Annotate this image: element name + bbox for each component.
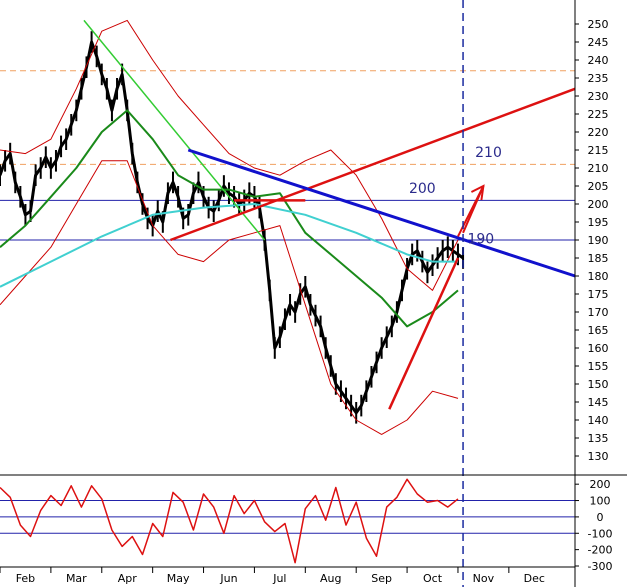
y-tick-label: 205 — [588, 180, 609, 193]
y-tick-label: 190 — [588, 234, 609, 247]
trendline-4 — [388, 257, 460, 410]
y-tick-label: 185 — [588, 252, 609, 265]
y-tick-label: 200 — [588, 198, 609, 211]
y-tick-label: 165 — [588, 324, 609, 337]
series-line-ma-green — [0, 109, 459, 328]
y-tick-label: 195 — [588, 216, 609, 229]
series-line-price — [0, 40, 464, 415]
oscillator-tick-label: 200 — [590, 478, 611, 491]
x-tick-label: Feb — [16, 572, 35, 585]
series-line-bollinger-upper — [0, 19, 459, 291]
y-tick-label: 215 — [588, 144, 609, 157]
y-tick-label: 150 — [588, 378, 609, 391]
trendline-0 — [83, 19, 266, 241]
y-tick-label: 160 — [588, 342, 609, 355]
y-tick-label: 225 — [588, 108, 609, 121]
y-tick-label: 135 — [588, 432, 609, 445]
oscillator-tick-label: 100 — [590, 495, 611, 508]
annotations: 200 210 190 — [409, 145, 502, 247]
y-tick-label: 240 — [588, 54, 609, 67]
x-tick-label: Jun — [219, 572, 237, 585]
x-tick-label: May — [167, 572, 190, 585]
annotation-label: 210 — [475, 145, 502, 161]
projection-arrow-1 — [462, 185, 485, 234]
y-tick-label: 145 — [588, 396, 609, 409]
x-tick-label: Nov — [473, 572, 495, 585]
x-tick-label: Apr — [118, 572, 138, 585]
y-tick-label: 235 — [588, 72, 609, 85]
trendline-2 — [187, 148, 576, 278]
y-tick-label: 245 — [588, 36, 609, 49]
x-tick-label: Mar — [66, 572, 87, 585]
x-tick-label: Dec — [524, 572, 545, 585]
y-tick-label: 130 — [588, 450, 609, 463]
y-tick-label: 175 — [588, 288, 609, 301]
series-line-bollinger-lower — [0, 160, 459, 435]
oscillator-panel — [0, 478, 575, 564]
trendline-1 — [170, 87, 576, 242]
y-tick-label: 230 — [588, 90, 609, 103]
oscillator-line — [0, 478, 459, 564]
y-tick-label: 180 — [588, 270, 609, 283]
x-tick-label: Oct — [423, 572, 443, 585]
x-tick-label: Aug — [320, 572, 341, 585]
oscillator-tick-label: -300 — [588, 560, 613, 573]
projection-arrow-head — [470, 184, 485, 201]
oscillator-tick-label: -200 — [588, 544, 613, 557]
main-panel — [0, 19, 576, 435]
y-tick-label: 155 — [588, 360, 609, 373]
annotation-label: 200 — [409, 181, 436, 197]
y-tick-label: 250 — [588, 18, 609, 31]
x-tick-label: Sep — [371, 572, 392, 585]
oscillator-tick-label: 0 — [597, 511, 604, 524]
y-tick-label: 210 — [588, 162, 609, 175]
y-tick-label: 170 — [588, 306, 609, 319]
series-line-ma-cyan — [0, 203, 458, 288]
y-tick-label: 140 — [588, 414, 609, 427]
x-tick-label: Jul — [272, 572, 286, 585]
oscillator-tick-label: -100 — [588, 527, 613, 540]
y-tick-label: 220 — [588, 126, 609, 139]
annotation-label: 190 — [467, 232, 494, 248]
